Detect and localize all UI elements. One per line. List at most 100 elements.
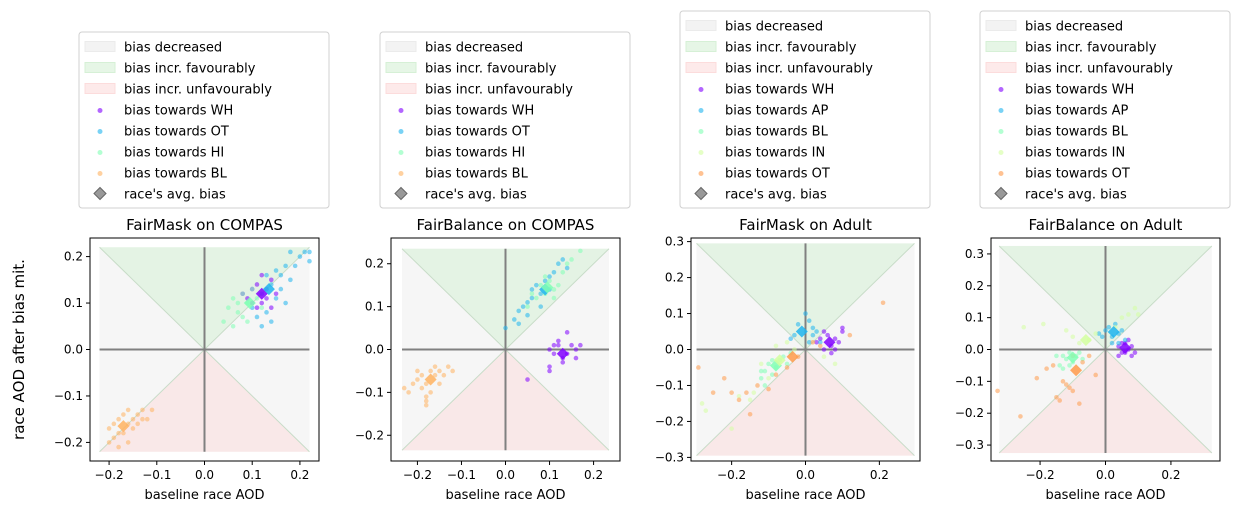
data-point xyxy=(268,319,274,324)
data-point xyxy=(547,368,552,374)
data-point xyxy=(810,325,816,331)
legend-bias-increased-unfavourably: bias incr. unfavourably xyxy=(425,83,573,98)
data-point xyxy=(307,249,312,255)
legend-point-marker xyxy=(398,108,404,113)
data-point xyxy=(520,304,526,309)
data-point xyxy=(766,386,771,392)
data-point xyxy=(264,272,269,278)
series-bias-towards-bl xyxy=(106,407,155,450)
data-point xyxy=(832,361,838,367)
legend-average-marker xyxy=(394,186,408,201)
data-point xyxy=(283,263,288,269)
data-point xyxy=(111,435,117,441)
data-point xyxy=(254,314,260,320)
data-point xyxy=(573,355,579,361)
legend-series-label: bias towards BL xyxy=(725,125,829,140)
average-bias-marker xyxy=(262,283,275,296)
data-point xyxy=(1041,321,1046,327)
data-point xyxy=(847,332,853,338)
panel-title: FairMask on COMPAS xyxy=(126,216,283,234)
x-axis-label: baseline race AOD xyxy=(1045,488,1165,503)
data-point xyxy=(840,329,845,334)
data-point xyxy=(437,368,442,374)
y-tick-label: 0.2 xyxy=(965,279,984,293)
legend-average-label: race's avg. bias xyxy=(725,188,827,203)
panel-4: −0.2 0.0 0.2 −0.3 −0.2 −0.1 0.0 0.1 0.2 0.3 FairBa… xyxy=(955,10,1231,503)
legend-series-label: bias towards OT xyxy=(124,125,229,140)
data-point xyxy=(1070,388,1076,394)
legend-series-label: bias towards WH xyxy=(1025,83,1134,98)
data-point xyxy=(441,372,447,378)
series-bias-towards-bl xyxy=(401,364,455,408)
data-point xyxy=(428,368,433,374)
data-point xyxy=(534,295,539,301)
data-point xyxy=(1067,385,1072,391)
series-bias-towards-ot xyxy=(249,249,312,329)
data-point xyxy=(1103,328,1108,333)
legend-swatch xyxy=(84,62,116,73)
data-point xyxy=(240,314,245,320)
legend-point-marker xyxy=(398,150,404,155)
data-point xyxy=(235,310,241,315)
data-point xyxy=(825,332,830,338)
data-point xyxy=(106,426,112,431)
y-tick-label: −0.1 xyxy=(355,385,384,399)
data-point xyxy=(747,397,753,403)
data-point xyxy=(264,296,269,301)
legend-series-label: bias towards IN xyxy=(1025,146,1125,161)
data-point xyxy=(419,385,425,391)
legend-point-marker xyxy=(998,171,1004,176)
average-bias-marker xyxy=(243,297,256,310)
legend-point-marker xyxy=(998,108,1004,113)
average-bias-marker xyxy=(556,347,569,360)
data-point xyxy=(1116,340,1121,346)
data-point xyxy=(1126,337,1131,343)
data-point xyxy=(1077,340,1082,346)
data-point xyxy=(806,340,812,345)
y-tick-label: −0.2 xyxy=(355,428,384,442)
y-tick-label: 0.1 xyxy=(365,300,384,314)
data-point xyxy=(259,300,265,306)
data-point xyxy=(795,322,801,327)
data-point xyxy=(264,310,269,315)
y-tick-label: −0.1 xyxy=(54,389,83,403)
x-tick-label: 0.1 xyxy=(540,468,559,482)
data-point xyxy=(121,430,126,436)
x-tick-label: −0.1 xyxy=(142,468,171,482)
data-point xyxy=(560,257,566,262)
x-tick-label: −0.1 xyxy=(447,468,476,482)
data-point xyxy=(762,383,768,388)
data-point xyxy=(273,268,279,273)
data-point xyxy=(995,388,1000,394)
data-point xyxy=(817,343,823,349)
data-point xyxy=(1126,312,1131,317)
data-point xyxy=(1034,375,1040,381)
data-point xyxy=(547,364,552,369)
data-point xyxy=(792,347,797,352)
data-point xyxy=(240,291,245,297)
legend-swatch xyxy=(985,20,1017,31)
legend-swatch xyxy=(84,41,116,52)
x-tick-label: 0.0 xyxy=(496,468,515,482)
series-bias-towards-wh xyxy=(814,325,845,356)
data-point xyxy=(230,296,236,301)
data-point xyxy=(758,361,764,367)
legend-point-marker xyxy=(998,150,1004,155)
data-point xyxy=(736,397,742,403)
legend-series-label: bias towards WH xyxy=(425,104,534,119)
legend-bias-increased-unfavourably: bias incr. unfavourably xyxy=(1025,62,1173,77)
data-point xyxy=(140,407,145,413)
data-point xyxy=(512,317,517,322)
legend: bias decreased bias incr. favourably bias … xyxy=(379,31,631,209)
data-point xyxy=(432,364,438,369)
x-tick-label: 0.2 xyxy=(870,468,889,482)
data-point xyxy=(445,364,451,369)
legend-bias-increased-favourably: bias incr. favourably xyxy=(425,62,557,77)
data-point xyxy=(419,372,425,378)
x-tick-label: −0.2 xyxy=(403,468,432,482)
legend-series-label: bias towards OT xyxy=(425,125,530,140)
data-point xyxy=(273,296,279,301)
data-point xyxy=(144,416,150,422)
data-point xyxy=(130,426,136,431)
legend-series-label: bias towards OT xyxy=(1025,167,1130,182)
